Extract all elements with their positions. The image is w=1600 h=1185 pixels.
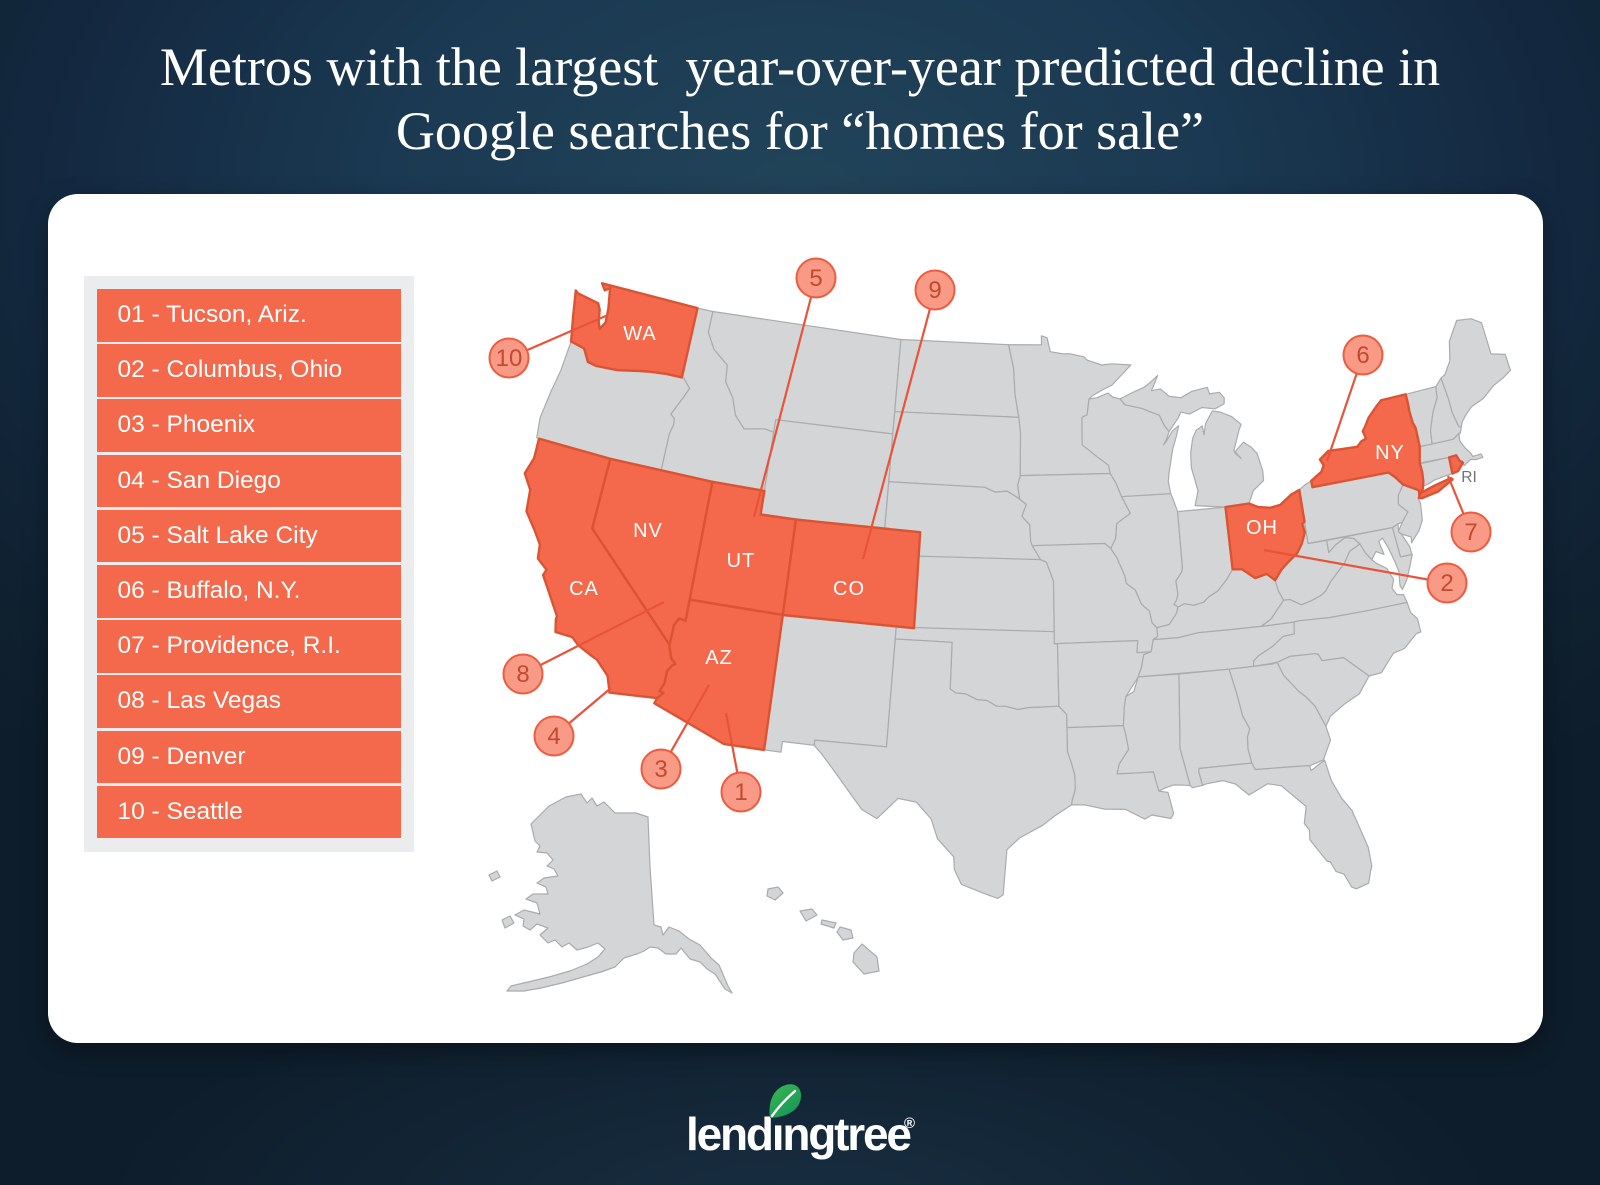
svg-text:9: 9 xyxy=(928,277,941,304)
svg-text:1: 1 xyxy=(734,779,747,806)
svg-text:NY: NY xyxy=(1375,442,1405,464)
svg-text:WA: WA xyxy=(623,323,656,345)
svg-text:lendıngtree: lendıngtree xyxy=(686,1108,911,1160)
svg-text:CA: CA xyxy=(569,578,599,600)
svg-text:RI: RI xyxy=(1461,469,1477,486)
svg-text:NV: NV xyxy=(633,520,663,542)
svg-text:10: 10 xyxy=(496,345,523,372)
svg-text:2: 2 xyxy=(1440,570,1453,597)
svg-text:OH: OH xyxy=(1246,517,1278,539)
svg-text:UT: UT xyxy=(727,550,756,572)
svg-text:7: 7 xyxy=(1464,519,1477,546)
svg-text:8: 8 xyxy=(516,661,529,688)
svg-text:3: 3 xyxy=(654,756,667,783)
svg-text:4: 4 xyxy=(547,723,560,750)
svg-text:CO: CO xyxy=(833,578,865,600)
svg-text:AZ: AZ xyxy=(705,647,733,669)
svg-text:®: ® xyxy=(904,1115,915,1132)
svg-text:5: 5 xyxy=(809,265,822,292)
svg-text:6: 6 xyxy=(1356,342,1369,369)
